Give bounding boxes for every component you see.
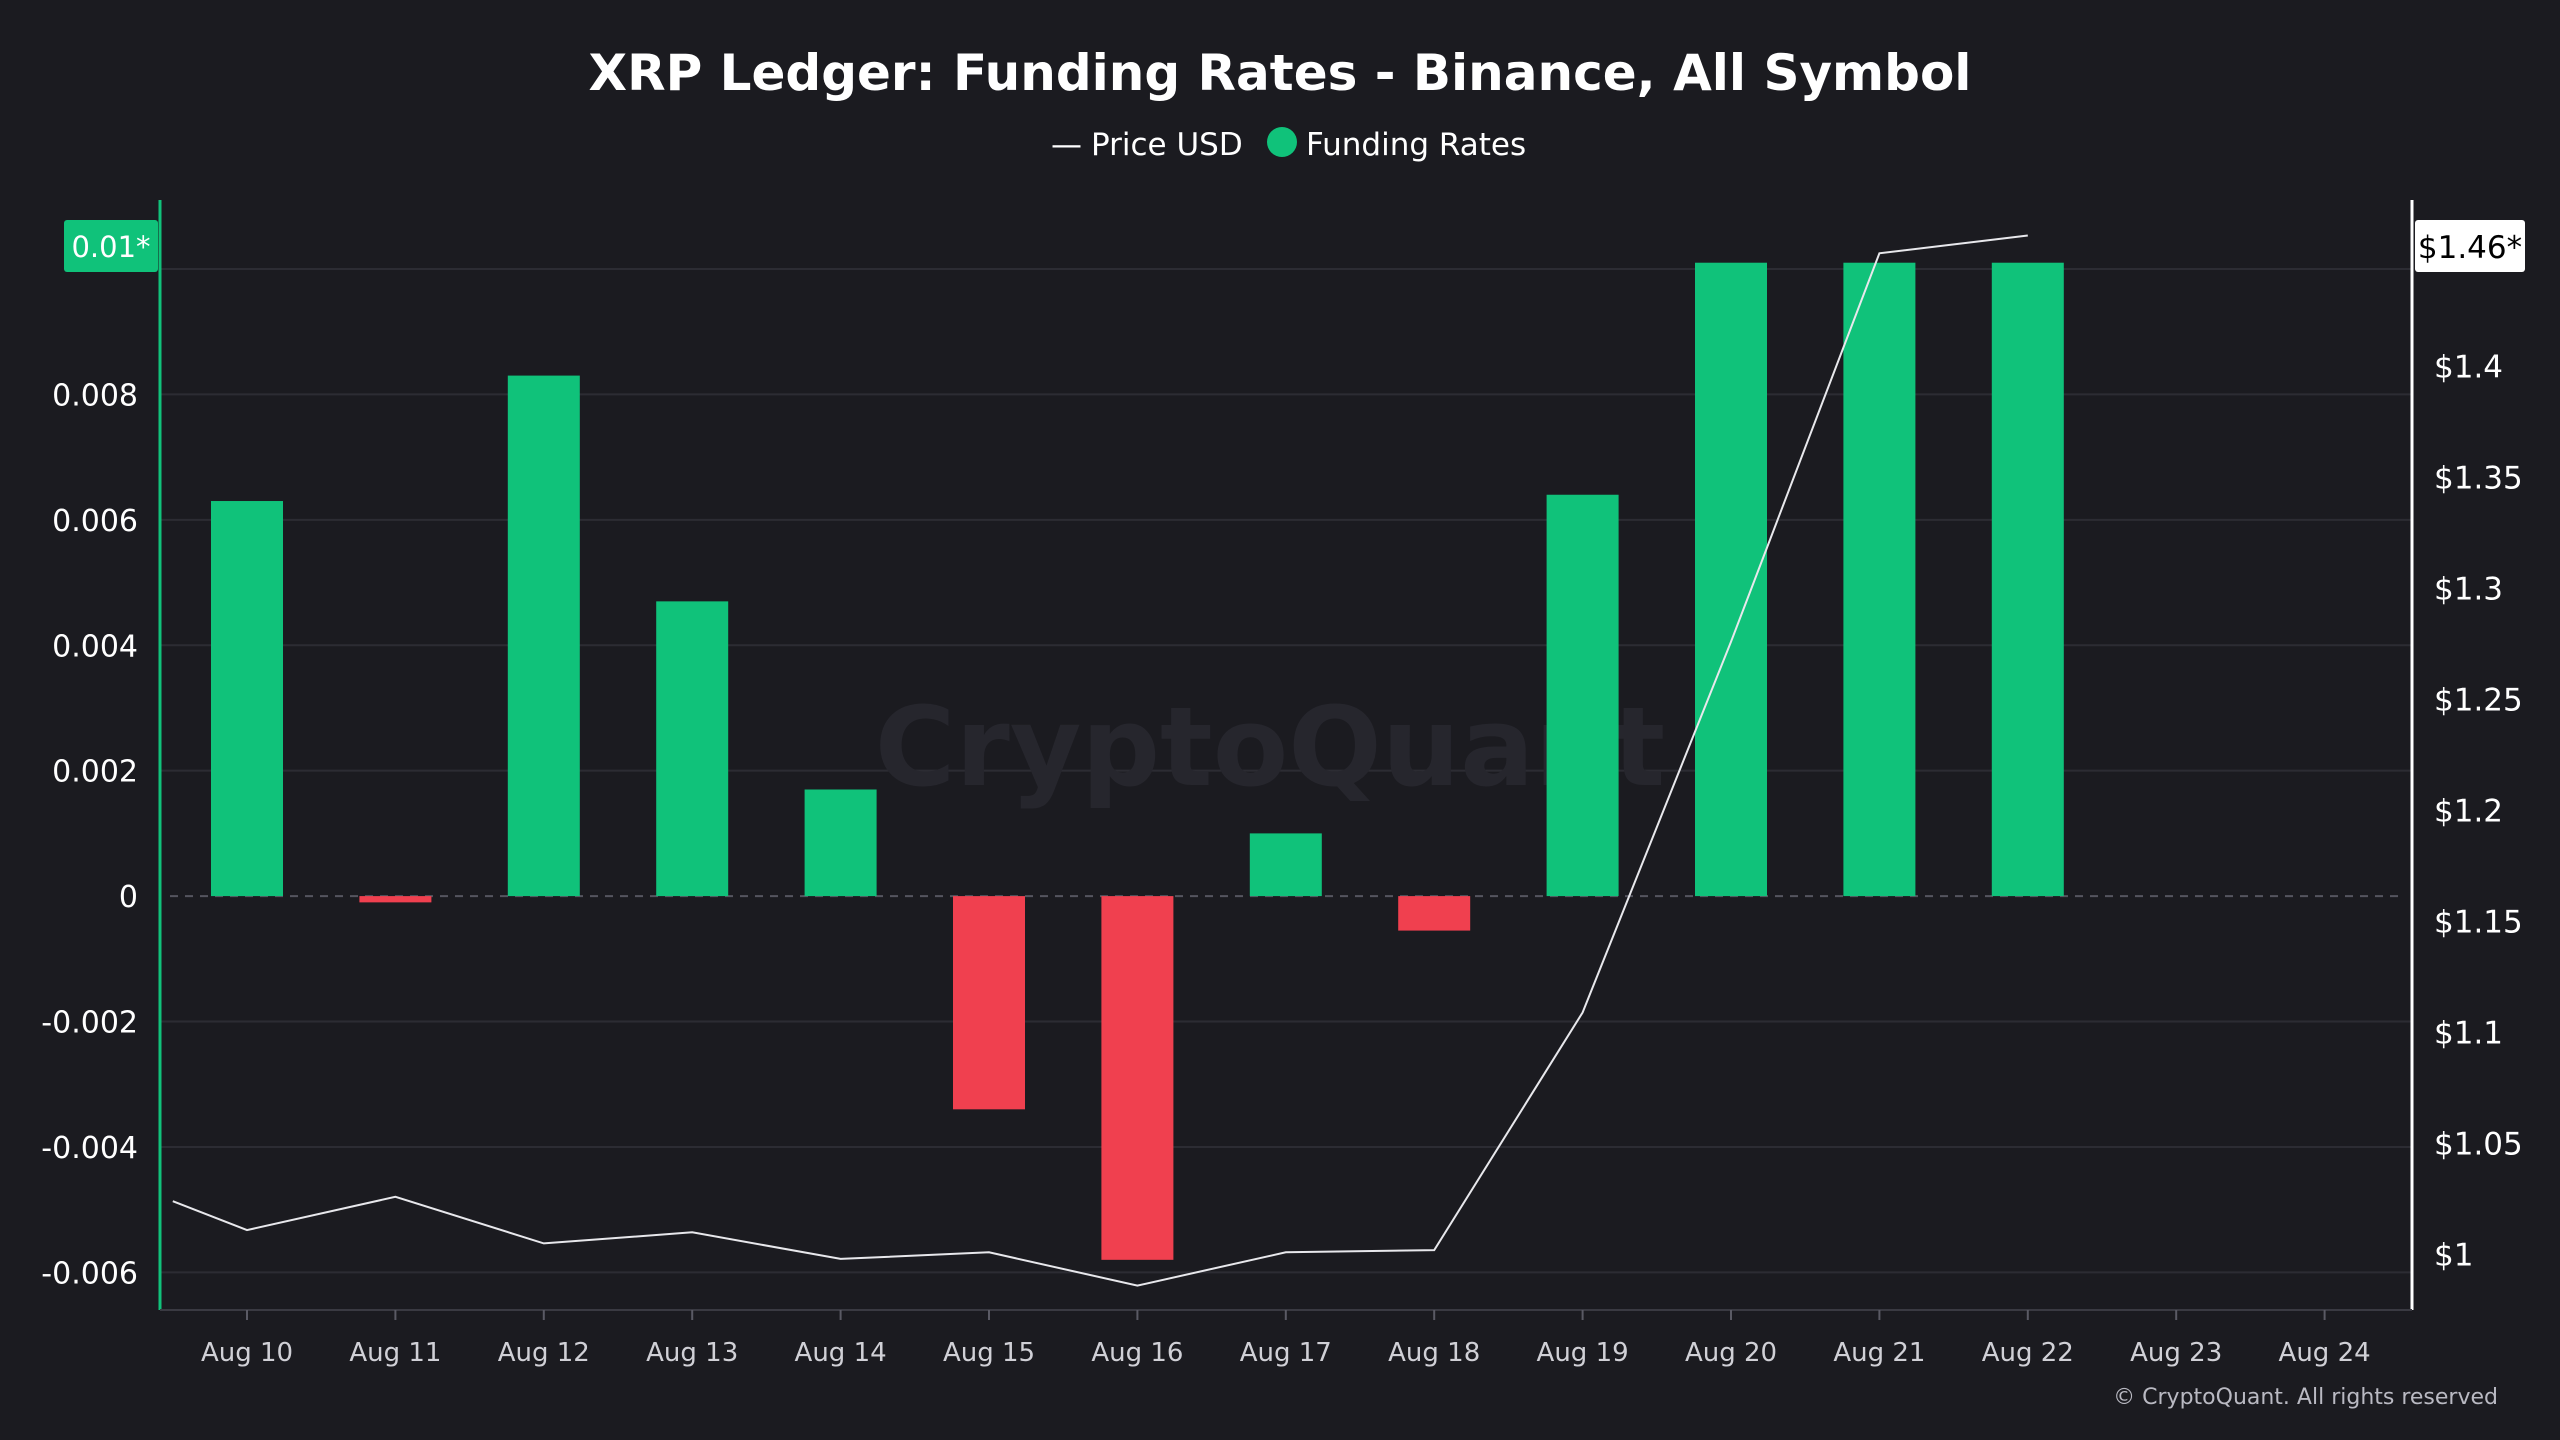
right-tick-label: $1.2 xyxy=(2434,794,2503,830)
right-tick-label: $1.4 xyxy=(2434,350,2503,386)
x-tick-label: Aug 14 xyxy=(795,1338,887,1368)
x-tick-label: Aug 10 xyxy=(201,1338,293,1368)
funding-bar[interactable] xyxy=(507,375,580,897)
funding-bar[interactable] xyxy=(359,896,432,903)
right-badge-text: $1.46* xyxy=(2418,230,2522,266)
funding-bar[interactable] xyxy=(1695,262,1767,897)
right-current-badge: $1.46* xyxy=(2415,220,2525,272)
legend-price-symbol: — xyxy=(1051,127,1082,163)
right-tick-label: $1.3 xyxy=(2434,572,2503,608)
right-axis-ticks: $1.45$1.4$1.35$1.3$1.25$1.2$1.15$1.1$1.0… xyxy=(2434,239,2523,1274)
left-badge-bg xyxy=(64,220,158,272)
x-tick-label: Aug 12 xyxy=(498,1338,590,1368)
x-tick-label: Aug 19 xyxy=(1537,1338,1629,1368)
right-tick-label: $1.05 xyxy=(2434,1127,2523,1163)
left-tick-label: 0.002 xyxy=(52,755,138,790)
copyright: © CryptoQuant. All rights reserved xyxy=(2113,1385,2498,1410)
right-tick-label: $1 xyxy=(2434,1238,2473,1274)
funding-bar[interactable] xyxy=(804,789,877,897)
price-line-group xyxy=(172,234,2028,1287)
funding-bar[interactable] xyxy=(1546,494,1619,897)
watermark: CryptoQuant xyxy=(875,683,1666,811)
x-tick-label: Aug 23 xyxy=(2130,1338,2222,1368)
left-tick-label: -0.006 xyxy=(41,1256,138,1291)
funding-bar[interactable] xyxy=(953,896,1025,1110)
funding-bar[interactable] xyxy=(1101,896,1174,1260)
funding-bars xyxy=(211,262,2064,1260)
left-tick-label: -0.004 xyxy=(41,1131,138,1166)
funding-bar[interactable] xyxy=(1843,262,1916,897)
left-tick-label: -0.002 xyxy=(41,1006,138,1041)
legend-item-price[interactable]: — Price USD xyxy=(1051,127,1243,163)
legend-funding-label: Funding Rates xyxy=(1306,127,1526,163)
price-line[interactable] xyxy=(172,234,2028,1287)
left-current-badge: 0.01* xyxy=(64,220,158,272)
legend-price-label: Price USD xyxy=(1091,127,1243,163)
left-tick-label: 0 xyxy=(119,880,138,915)
right-badge-bg xyxy=(2415,220,2525,272)
legend-funding-dot xyxy=(1267,127,1297,157)
funding-bar[interactable] xyxy=(211,501,283,897)
x-tick-label: Aug 18 xyxy=(1388,1338,1480,1368)
x-tick-label: Aug 11 xyxy=(349,1338,441,1368)
funding-bar[interactable] xyxy=(1991,262,2064,897)
funding-bar[interactable] xyxy=(1398,896,1471,931)
left-tick-label: 0.004 xyxy=(52,629,138,664)
legend-item-funding[interactable]: Funding Rates xyxy=(1267,127,1526,163)
right-tick-label: $1.25 xyxy=(2434,683,2523,719)
x-tick-label: Aug 16 xyxy=(1091,1338,1183,1368)
right-tick-label: $1.1 xyxy=(2434,1016,2503,1052)
chart-title: XRP Ledger: Funding Rates - Binance, All… xyxy=(589,44,1972,102)
x-tick-label: Aug 15 xyxy=(943,1338,1035,1368)
x-tick-label: Aug 20 xyxy=(1685,1338,1777,1368)
x-tick-label: Aug 21 xyxy=(1833,1338,1925,1368)
left-tick-label: 0.006 xyxy=(52,504,138,539)
left-badge-text: 0.01* xyxy=(71,230,150,264)
funding-bar[interactable] xyxy=(1249,833,1322,897)
x-axis-ticks: Aug 10 Aug 11 Aug 12 Aug 13 Aug 14 Aug 15 Aug … xyxy=(201,1310,2371,1368)
left-tick-label: 0.008 xyxy=(52,378,138,413)
x-tick-label: Aug 22 xyxy=(1982,1338,2074,1368)
x-tick-label: Aug 17 xyxy=(1240,1338,1332,1368)
x-tick-label: Aug 24 xyxy=(2279,1338,2371,1368)
legend: — Price USD Funding Rates xyxy=(1051,127,1526,163)
right-tick-label: $1.15 xyxy=(2434,905,2523,941)
left-axis-ticks: 0.008 0.006 0.004 0.002 0 -0.002 -0.004 -0.006 xyxy=(41,378,138,1291)
right-tick-label: $1.35 xyxy=(2434,461,2523,497)
funding-bar[interactable] xyxy=(656,601,729,897)
x-tick-label: Aug 13 xyxy=(646,1338,738,1368)
